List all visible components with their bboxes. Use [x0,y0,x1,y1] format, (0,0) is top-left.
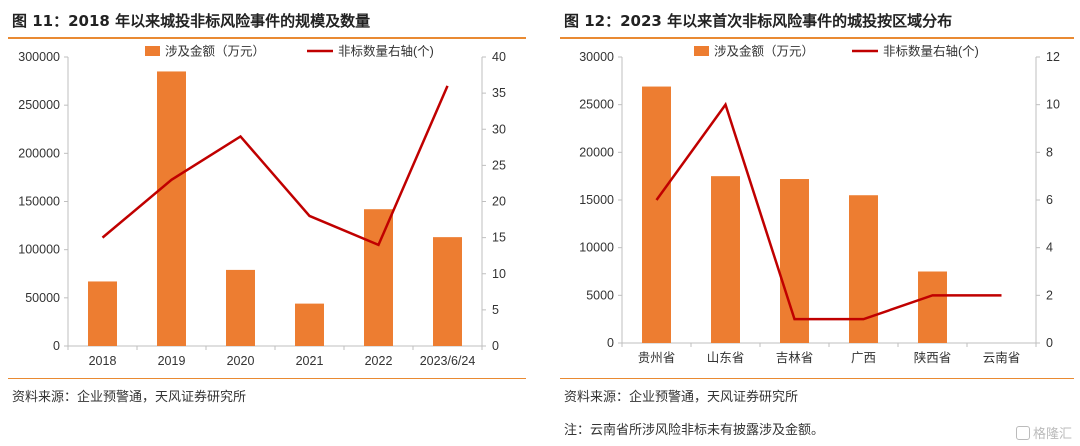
y-right-tick-label: 10 [492,267,506,281]
y-right-tick-label: 15 [492,231,506,245]
y-right-tick-label: 0 [492,339,499,353]
y-right-tick-label: 40 [492,50,506,64]
watermark-text: 格隆汇 [1032,427,1072,442]
y-right-tick-label: 25 [492,158,506,172]
chart-area: 0 5000 10000 15000 20000 25000 30000 0 2 4 6 8 10 12 贵… [579,44,1060,366]
x-tick-label: 云南省 [983,350,1021,365]
y-right-tick-label: 30 [492,122,506,136]
y-right-tick-label: 20 [492,195,506,209]
y-left-tick-label: 0 [607,336,614,350]
legend-label-line: 非标数量右轴(个) [883,44,979,59]
bar [918,271,947,343]
series-line [655,101,1002,321]
x-tick-label: 2022 [365,354,393,368]
bar [711,176,740,343]
chart-title: 图 12：2023 年以来首次非标风险事件的城投按区域分布 [564,12,953,30]
y-left-tick-label: 150000 [18,195,60,209]
bar [157,71,186,346]
y-right-tick-label: 5 [492,303,499,317]
x-tick-label: 吉林省 [776,351,814,365]
x-tick-label: 2018 [89,354,117,368]
x-tick-label: 陕西省 [914,350,952,365]
footer-divider [560,378,1074,379]
y-left-tick-label: 0 [53,339,60,353]
y-left-tick-label: 300000 [18,50,60,64]
bar [642,86,671,343]
y-left-tick-label: 15000 [579,193,614,207]
y-right-tick-label: 2 [1046,288,1053,302]
y-right-tick-label: 12 [1046,50,1060,64]
bar [433,237,462,346]
watermark: 格隆汇 [1015,423,1072,442]
y-left-tick-label: 100000 [18,243,60,257]
y-left-tick-label: 25000 [579,98,614,112]
y-right-tick-label: 8 [1046,145,1053,159]
bar [88,281,117,346]
y-left-tick-label: 30000 [579,50,614,64]
legend-label-line: 非标数量右轴(个) [338,44,434,59]
source-text: 资料来源：企业预警通，天风证券研究所 [12,390,247,405]
chart-title: 图 11：2018 年以来城投非标风险事件的规模及数量 [12,12,371,30]
bar [364,209,393,346]
x-tick-label: 2019 [158,354,186,368]
x-tick-label: 山东省 [707,351,745,365]
title-divider [8,37,526,39]
y-left-tick-label: 5000 [586,288,614,302]
y-left-tick-label: 20000 [579,145,614,159]
source-text: 资料来源：企业预警通，天风证券研究所 [564,390,799,405]
chart-panel-right: 图 12：2023 年以来首次非标风险事件的城投按区域分布 0 5000 10000… [552,0,1080,446]
y-left-tick-label: 10000 [579,241,614,255]
y-right-tick-label: 4 [1046,241,1053,255]
x-tick-label: 2023/6/24 [420,354,476,368]
y-left-tick-label: 50000 [25,291,60,305]
y-right-tick-label: 6 [1046,193,1053,207]
note-text: 注：云南省所涉风险非标未有披露涉及金额。 [564,423,825,438]
x-tick-label: 广西 [851,351,876,365]
legend-swatch-bar [694,46,709,56]
chart-area: 0 50000 100000 150000 200000 250000 300000 0 5 10… [18,44,506,369]
x-tick-label: 2020 [227,354,255,368]
bar [849,195,878,343]
y-left-tick-label: 200000 [18,146,60,160]
footer-divider [8,378,526,379]
watermark-icon [1015,426,1030,440]
title-divider [560,37,1074,39]
bar [226,269,255,346]
legend-swatch-bar [145,46,160,56]
bar [295,303,324,346]
x-tick-label: 2021 [296,354,324,368]
series-line [101,85,449,247]
y-right-tick-label: 35 [492,86,506,100]
x-tick-label: 贵州省 [638,351,676,365]
y-left-tick-label: 250000 [18,98,60,112]
legend-label-bar: 涉及金额（万元） [714,44,814,59]
y-right-tick-label: 10 [1046,98,1060,112]
chart-panel-left: 图 11：2018 年以来城投非标风险事件的规模及数量 0 50000 100000… [0,0,532,446]
y-right-tick-label: 0 [1046,336,1053,350]
legend-label-bar: 涉及金额（万元） [165,44,265,59]
